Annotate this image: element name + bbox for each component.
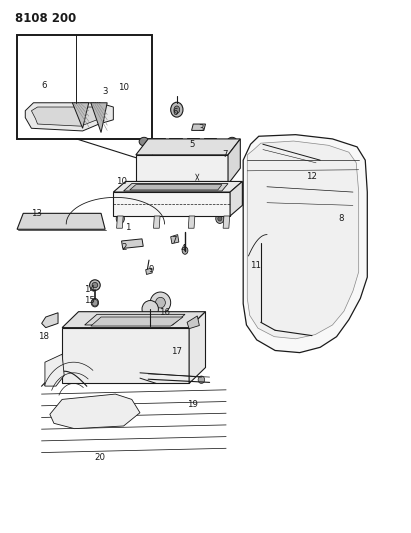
Polygon shape [243, 135, 367, 353]
Text: 11: 11 [250, 261, 261, 270]
Ellipse shape [118, 216, 122, 221]
Ellipse shape [323, 245, 358, 298]
Ellipse shape [216, 214, 224, 223]
Text: 8: 8 [338, 214, 344, 223]
Polygon shape [117, 216, 123, 228]
Ellipse shape [91, 298, 99, 307]
Bar [169, 139, 182, 146]
Polygon shape [230, 181, 242, 216]
Ellipse shape [329, 254, 352, 290]
Ellipse shape [155, 297, 165, 308]
Polygon shape [113, 192, 230, 216]
Text: 12: 12 [307, 172, 318, 181]
Text: 10: 10 [118, 83, 129, 92]
Ellipse shape [68, 112, 74, 119]
Text: 20: 20 [94, 454, 105, 463]
Text: 3: 3 [199, 124, 204, 133]
Bar [204, 139, 216, 146]
Ellipse shape [227, 138, 237, 146]
Polygon shape [62, 328, 189, 383]
Ellipse shape [174, 106, 180, 114]
Polygon shape [17, 213, 105, 229]
Polygon shape [45, 354, 64, 386]
Ellipse shape [142, 301, 158, 318]
Ellipse shape [179, 359, 187, 368]
Polygon shape [188, 216, 195, 228]
Polygon shape [171, 235, 179, 244]
Polygon shape [113, 181, 242, 192]
Polygon shape [91, 317, 183, 326]
Bar [17, 35, 152, 139]
Polygon shape [31, 107, 101, 126]
Bar [152, 139, 164, 146]
Text: 2: 2 [122, 244, 127, 253]
Polygon shape [145, 268, 152, 274]
Polygon shape [122, 239, 143, 248]
Polygon shape [187, 316, 199, 329]
Text: 16: 16 [159, 308, 170, 317]
Text: 18: 18 [38, 332, 49, 341]
Polygon shape [25, 103, 113, 131]
Text: 3: 3 [102, 86, 108, 95]
Polygon shape [85, 314, 185, 325]
Text: 8108 200: 8108 200 [15, 12, 76, 26]
Polygon shape [228, 139, 240, 184]
Ellipse shape [48, 319, 53, 324]
Polygon shape [192, 124, 206, 131]
Ellipse shape [279, 196, 324, 268]
Polygon shape [247, 141, 359, 339]
Polygon shape [50, 394, 140, 429]
Polygon shape [124, 183, 228, 191]
Polygon shape [136, 139, 240, 155]
Polygon shape [92, 299, 98, 306]
Ellipse shape [218, 216, 222, 221]
Ellipse shape [198, 376, 205, 383]
Bar [345, 196, 360, 219]
Polygon shape [130, 184, 222, 190]
Text: 19: 19 [187, 400, 198, 409]
Text: 7: 7 [222, 150, 228, 159]
Polygon shape [72, 103, 89, 128]
Ellipse shape [92, 282, 98, 288]
Bar [187, 139, 199, 146]
Text: 17: 17 [171, 347, 182, 356]
Text: 7: 7 [171, 237, 176, 246]
Text: 15: 15 [85, 296, 95, 305]
Ellipse shape [150, 292, 171, 313]
Polygon shape [153, 216, 160, 228]
Text: 13: 13 [31, 209, 42, 218]
Text: 6: 6 [41, 81, 46, 90]
Ellipse shape [171, 102, 183, 117]
Ellipse shape [287, 209, 316, 254]
Polygon shape [136, 155, 228, 184]
Ellipse shape [193, 172, 201, 182]
Text: 1: 1 [125, 223, 130, 232]
Text: 4: 4 [181, 244, 187, 253]
Ellipse shape [90, 280, 100, 290]
Text: 9: 9 [149, 265, 154, 274]
Text: 10: 10 [116, 177, 127, 186]
Ellipse shape [272, 185, 331, 279]
Ellipse shape [347, 209, 353, 217]
Polygon shape [91, 103, 107, 133]
Text: 6: 6 [172, 108, 178, 117]
Ellipse shape [139, 138, 149, 146]
Ellipse shape [116, 214, 125, 223]
Polygon shape [189, 312, 206, 383]
Polygon shape [223, 216, 230, 228]
Ellipse shape [151, 373, 157, 380]
Ellipse shape [75, 338, 98, 370]
Ellipse shape [157, 320, 164, 327]
Text: 5: 5 [189, 140, 195, 149]
Text: 14: 14 [85, 285, 95, 294]
Polygon shape [62, 312, 206, 328]
Ellipse shape [69, 114, 73, 117]
Ellipse shape [80, 345, 93, 364]
Ellipse shape [46, 317, 55, 326]
Polygon shape [42, 313, 58, 328]
Ellipse shape [182, 247, 188, 254]
